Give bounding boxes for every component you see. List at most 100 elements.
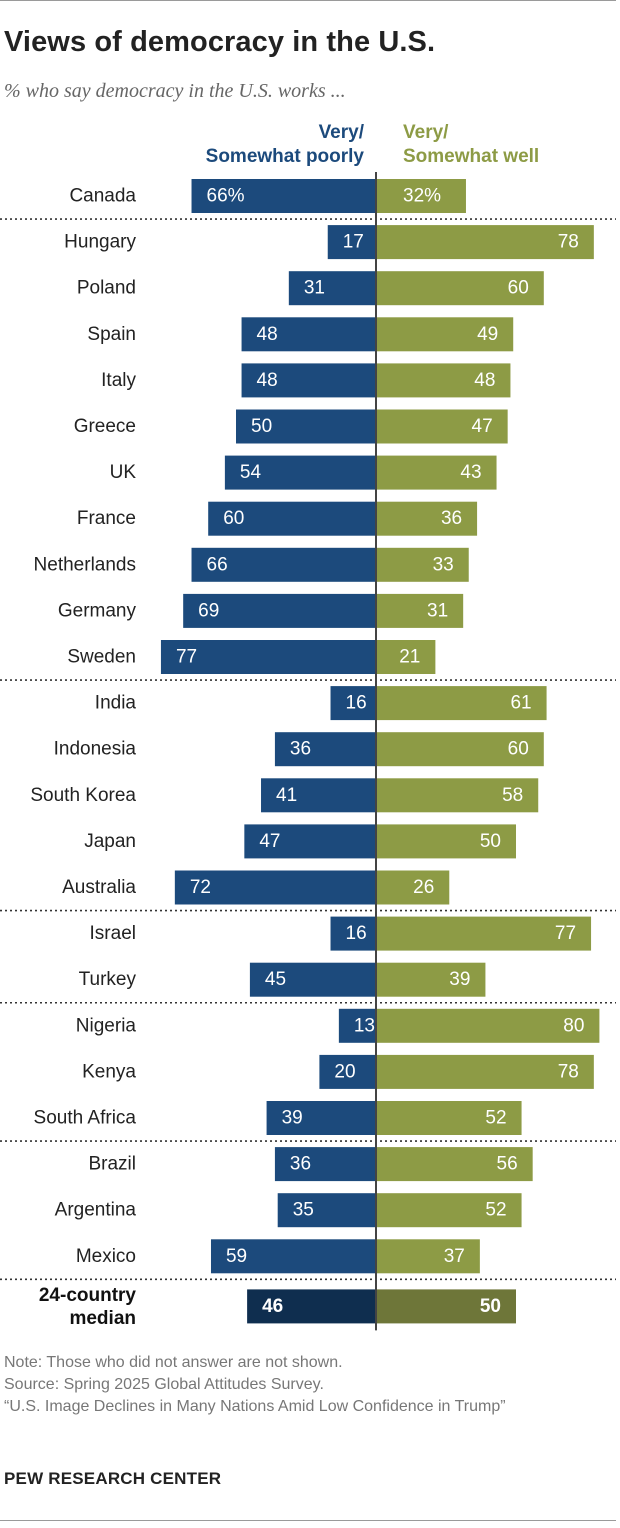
bar-poorly: [224, 455, 375, 490]
legend-well: Very/ Somewhat well: [403, 121, 539, 169]
country-label: Germany: [58, 600, 137, 621]
bar-poorly: [208, 501, 375, 536]
bar-poorly: [183, 593, 375, 628]
bar-poorly-value: 59: [226, 1246, 247, 1267]
bar-well-value: 78: [558, 232, 579, 253]
bar-well: [377, 271, 544, 306]
country-label: Indonesia: [54, 739, 137, 760]
bar-poorly: [249, 962, 375, 997]
bar-well-value: 21: [399, 647, 420, 668]
legend-poorly-line-1: Very/: [318, 122, 364, 143]
bar-well: [377, 225, 594, 260]
bar-well: [377, 363, 511, 398]
bar-poorly-value: 77: [176, 647, 197, 668]
bar-well: [377, 686, 547, 721]
bar-poorly: [160, 640, 375, 674]
median-bar-poorly: [247, 1289, 375, 1324]
bar-poorly-value: 36: [290, 1154, 311, 1175]
country-label: Brazil: [88, 1154, 136, 1175]
brand-logo-text: PEW RESEARCH CENTER: [4, 1469, 222, 1488]
bar-well: [377, 547, 469, 582]
bar-poorly: [261, 778, 375, 813]
diverging-bar-chart: Canada 66% 32% Hungary 17 78 Poland 31 60 Spain 48…: [0, 172, 616, 1331]
bar-well-value: 39: [449, 969, 470, 990]
bar-well: [377, 1239, 480, 1274]
bar-well: [377, 1193, 522, 1228]
country-label: Sweden: [67, 647, 136, 668]
median-bar-poorly-value: 46: [262, 1296, 283, 1317]
bar-poorly-value: 48: [257, 324, 278, 345]
bar-poorly: [330, 916, 375, 951]
bar-well-value: 77: [555, 923, 576, 944]
bar-well-value: 80: [563, 1015, 584, 1036]
bar-well-value: 60: [508, 278, 529, 299]
bar-poorly-value: 69: [198, 600, 219, 621]
chart-subtitle: % who say democracy in the U.S. works ..…: [4, 80, 346, 102]
note-text: Note: Those who did not answer are not s…: [4, 1354, 343, 1371]
country-label: Greece: [74, 416, 136, 437]
median-bar-well-value: 50: [480, 1296, 501, 1317]
bar-poorly: [319, 1054, 375, 1089]
bar-poorly-value: 13: [354, 1015, 375, 1036]
bar-poorly-value: 16: [346, 923, 367, 944]
bar-well-value: 32%: [403, 186, 441, 207]
bar-well: [377, 1101, 522, 1135]
bar-poorly-value: 16: [346, 693, 367, 714]
bar-poorly: [277, 1193, 375, 1228]
bar-well: [377, 317, 514, 352]
bar-poorly: [241, 317, 375, 352]
bar-poorly: [191, 179, 375, 213]
bar-well: [377, 409, 508, 444]
country-label: Israel: [90, 923, 136, 944]
bar-well-value: 60: [508, 739, 529, 760]
source-text: Source: Spring 2025 Global Attitudes Sur…: [4, 1376, 324, 1393]
bar-well-value: 61: [510, 693, 531, 714]
bar-poorly: [327, 225, 375, 260]
bar-well-value: 78: [558, 1061, 579, 1082]
bar-poorly: [266, 1101, 375, 1135]
country-label: Hungary: [64, 232, 136, 253]
country-label: Japan: [84, 831, 136, 852]
bar-poorly-value: 45: [265, 969, 286, 990]
bar-well-value: 33: [433, 554, 454, 575]
bar-well: [377, 962, 486, 997]
country-label: Argentina: [55, 1200, 137, 1221]
country-label: Italy: [101, 370, 136, 391]
notes: Note: Those who did not answer are not s…: [4, 1352, 584, 1418]
country-label: Netherlands: [34, 554, 136, 575]
bar-poorly-value: 60: [223, 508, 244, 529]
bar-well: [377, 732, 544, 767]
bar-well: [377, 824, 516, 859]
bar-poorly-value: 31: [304, 278, 325, 299]
legend-poorly: Very/ Somewhat poorly: [206, 121, 364, 169]
bar-poorly-value: 66: [207, 554, 228, 575]
bar-well: [377, 1008, 600, 1043]
bar-poorly-value: 54: [240, 462, 262, 483]
bar-well-value: 26: [413, 877, 434, 898]
bar-poorly-value: 48: [257, 370, 278, 391]
legend-poorly-line-2: Somewhat poorly: [205, 146, 364, 167]
bar-poorly: [288, 271, 375, 306]
bar-well-value: 48: [474, 370, 495, 391]
country-label: Kenya: [82, 1061, 136, 1082]
median-label-line-1: 24-country: [39, 1285, 137, 1306]
country-label: South Korea: [30, 785, 136, 806]
bar-well-value: 37: [444, 1246, 465, 1267]
bar-poorly-value: 41: [276, 785, 297, 806]
bar-poorly: [191, 547, 375, 582]
bar-poorly-value: 50: [251, 416, 272, 437]
median-label-line-2: median: [69, 1308, 136, 1329]
country-label: India: [95, 693, 137, 714]
bar-poorly-value: 66%: [207, 186, 245, 207]
chart-title: Views of democracy in the U.S.: [4, 26, 436, 58]
bar-well: [377, 593, 464, 628]
bar-poorly-value: 72: [190, 877, 211, 898]
bar-poorly-value: 20: [334, 1061, 355, 1082]
bar-poorly-value: 39: [282, 1108, 303, 1129]
legend-well-line-2: Somewhat well: [403, 146, 540, 167]
bar-well: [377, 778, 539, 813]
country-label: UK: [110, 462, 137, 483]
bar-well: [377, 1147, 533, 1182]
bar-well-value: 50: [480, 831, 501, 852]
bar-poorly: [241, 363, 375, 398]
